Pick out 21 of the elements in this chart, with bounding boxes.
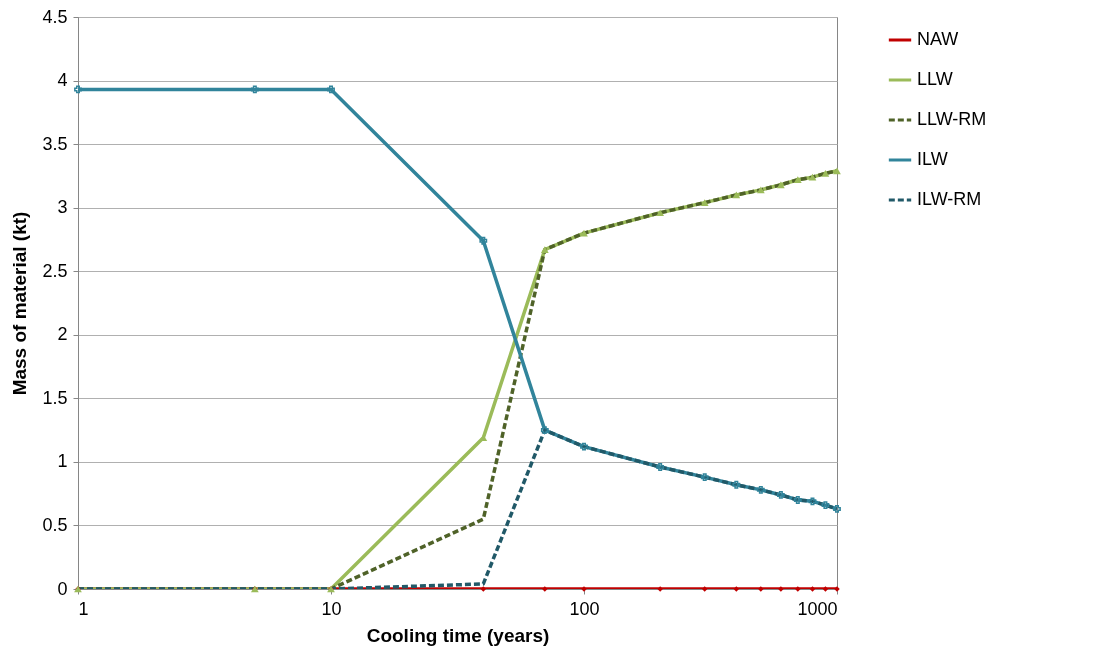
y-tick-label: 3.5	[42, 133, 68, 154]
y-tick-label: 3	[57, 197, 68, 218]
y-tick-label: 0	[57, 578, 68, 599]
x-axis-title: Cooling time (years)	[366, 624, 550, 646]
y-tick-label: 1.5	[42, 387, 68, 408]
y-tick-label: 0.5	[42, 514, 68, 535]
y-tick-label: 1	[57, 451, 68, 472]
legend-label: NAW	[917, 29, 959, 49]
x-tick-label: 10	[321, 598, 342, 619]
x-tick-label: 1	[78, 598, 89, 619]
legend-label: ILW-RM	[917, 189, 982, 209]
x-tick-label: 100	[569, 598, 600, 619]
legend-label: LLW	[917, 69, 953, 89]
y-tick-label: 2.5	[42, 260, 68, 281]
x-tick-label: 1000	[797, 598, 838, 619]
y-tick-label: 2	[57, 324, 68, 345]
y-tick-label: 4	[57, 70, 68, 91]
legend-label: ILW	[917, 149, 948, 169]
legend-label: LLW-RM	[917, 109, 987, 129]
y-tick-label: 4.5	[42, 6, 68, 27]
y-axis-title: Mass of material (kt)	[9, 211, 31, 396]
